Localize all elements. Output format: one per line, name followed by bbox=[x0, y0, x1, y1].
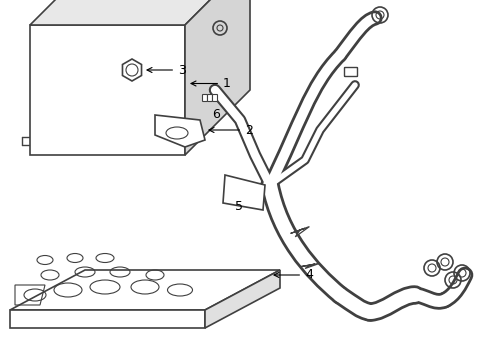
FancyBboxPatch shape bbox=[212, 95, 217, 102]
Polygon shape bbox=[10, 310, 204, 328]
Polygon shape bbox=[204, 270, 280, 328]
Polygon shape bbox=[300, 263, 319, 269]
Text: 4: 4 bbox=[273, 269, 312, 282]
Text: 5: 5 bbox=[235, 200, 243, 213]
Polygon shape bbox=[122, 59, 141, 81]
Polygon shape bbox=[30, 0, 249, 25]
Polygon shape bbox=[184, 0, 249, 155]
Text: 2: 2 bbox=[208, 123, 252, 136]
Polygon shape bbox=[155, 115, 204, 147]
Polygon shape bbox=[290, 226, 309, 237]
FancyBboxPatch shape bbox=[202, 95, 207, 102]
Polygon shape bbox=[30, 25, 184, 155]
Text: 3: 3 bbox=[147, 63, 185, 77]
Polygon shape bbox=[223, 175, 264, 210]
Text: 1: 1 bbox=[191, 77, 230, 90]
FancyBboxPatch shape bbox=[207, 95, 212, 102]
Text: 6: 6 bbox=[212, 108, 220, 121]
Polygon shape bbox=[10, 270, 280, 310]
FancyBboxPatch shape bbox=[344, 68, 357, 77]
